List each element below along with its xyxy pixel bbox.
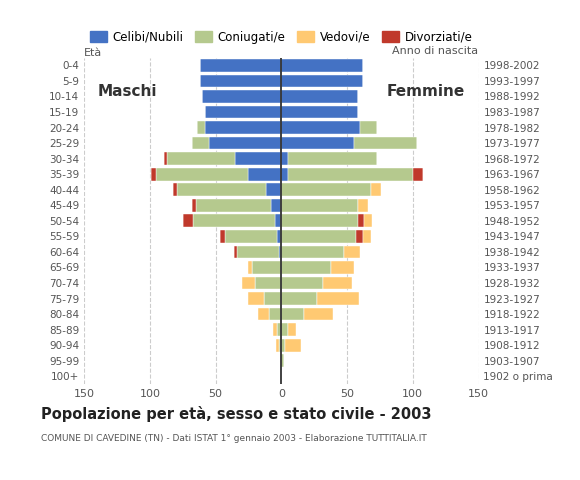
Bar bbox=[281, 168, 288, 180]
Bar bbox=[288, 323, 296, 336]
Bar bbox=[209, 137, 281, 149]
Bar bbox=[248, 168, 281, 180]
Legend: Celibi/Nubili, Coniugati/e, Vedovi/e, Divorziati/e: Celibi/Nubili, Coniugati/e, Vedovi/e, Di… bbox=[85, 26, 477, 48]
Bar bbox=[266, 183, 281, 196]
Bar bbox=[225, 230, 277, 243]
Text: Femmine: Femmine bbox=[387, 84, 465, 99]
Bar bbox=[177, 183, 266, 196]
Bar bbox=[357, 215, 364, 227]
Bar bbox=[363, 230, 371, 243]
Bar bbox=[371, 183, 381, 196]
Bar bbox=[281, 230, 356, 243]
Bar bbox=[281, 199, 357, 212]
Bar bbox=[281, 276, 324, 289]
Bar bbox=[364, 215, 372, 227]
Text: Maschi: Maschi bbox=[97, 84, 157, 99]
Bar bbox=[248, 292, 264, 305]
Bar bbox=[281, 152, 288, 165]
Bar bbox=[205, 121, 281, 134]
Bar bbox=[281, 245, 345, 258]
Bar bbox=[281, 90, 357, 103]
Bar bbox=[167, 152, 235, 165]
Bar bbox=[183, 215, 193, 227]
Bar bbox=[242, 276, 255, 289]
Bar bbox=[285, 339, 301, 351]
Bar bbox=[173, 183, 177, 196]
Bar bbox=[281, 215, 357, 227]
Bar bbox=[197, 121, 205, 134]
Bar bbox=[192, 137, 209, 149]
Bar bbox=[354, 137, 416, 149]
Bar bbox=[258, 308, 270, 321]
Bar bbox=[235, 152, 281, 165]
Bar bbox=[202, 90, 281, 103]
Bar bbox=[200, 74, 281, 87]
Bar bbox=[270, 308, 281, 321]
Text: Età: Età bbox=[84, 48, 102, 58]
Bar bbox=[264, 292, 281, 305]
Bar bbox=[193, 215, 275, 227]
Bar bbox=[281, 59, 363, 72]
Bar bbox=[205, 106, 281, 119]
Bar bbox=[234, 245, 237, 258]
Bar bbox=[304, 308, 332, 321]
Bar bbox=[281, 308, 304, 321]
Bar bbox=[281, 354, 284, 367]
Bar bbox=[164, 152, 167, 165]
Bar bbox=[196, 199, 271, 212]
Bar bbox=[281, 339, 285, 351]
Bar bbox=[324, 276, 352, 289]
Bar bbox=[271, 199, 281, 212]
Bar bbox=[151, 168, 157, 180]
Bar bbox=[252, 261, 281, 274]
Bar bbox=[357, 199, 368, 212]
Bar bbox=[277, 230, 281, 243]
Bar bbox=[276, 339, 278, 351]
Bar bbox=[345, 245, 360, 258]
Bar bbox=[281, 183, 371, 196]
Bar bbox=[157, 168, 248, 180]
Bar bbox=[413, 168, 423, 180]
Bar bbox=[275, 215, 281, 227]
Bar bbox=[281, 121, 360, 134]
Bar bbox=[200, 59, 281, 72]
Bar bbox=[281, 261, 331, 274]
Bar bbox=[281, 137, 354, 149]
Bar bbox=[278, 245, 281, 258]
Bar bbox=[273, 323, 277, 336]
Bar bbox=[277, 323, 281, 336]
Bar bbox=[281, 106, 357, 119]
Bar bbox=[248, 261, 252, 274]
Text: COMUNE DI CAVEDINE (TN) - Dati ISTAT 1° gennaio 2003 - Elaborazione TUTTITALIA.I: COMUNE DI CAVEDINE (TN) - Dati ISTAT 1° … bbox=[41, 434, 426, 444]
Bar bbox=[255, 276, 281, 289]
Bar bbox=[331, 261, 354, 274]
Bar bbox=[288, 152, 377, 165]
Bar bbox=[192, 199, 196, 212]
Bar bbox=[317, 292, 359, 305]
Bar bbox=[356, 230, 363, 243]
Bar bbox=[281, 292, 317, 305]
Bar bbox=[278, 339, 281, 351]
Bar bbox=[360, 121, 377, 134]
Bar bbox=[219, 230, 225, 243]
Bar bbox=[281, 74, 363, 87]
Bar bbox=[237, 245, 278, 258]
Bar bbox=[288, 168, 413, 180]
Text: Popolazione per età, sesso e stato civile - 2003: Popolazione per età, sesso e stato civil… bbox=[41, 406, 431, 421]
Bar bbox=[281, 323, 288, 336]
Text: Anno di nascita: Anno di nascita bbox=[393, 46, 478, 56]
